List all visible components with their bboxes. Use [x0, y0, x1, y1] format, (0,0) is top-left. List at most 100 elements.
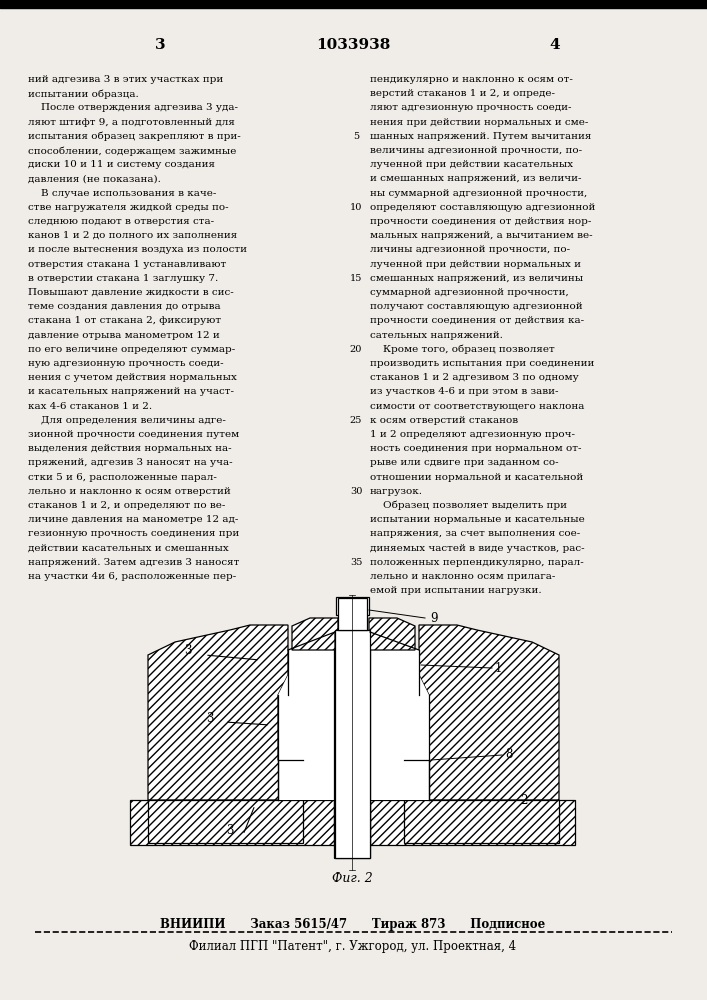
Text: Филиал ПГП "Патент", г. Ужгород, ул. Проектная, 4: Филиал ПГП "Патент", г. Ужгород, ул. Про…: [189, 940, 517, 953]
Text: 1: 1: [495, 662, 503, 674]
Text: нагрузок.: нагрузок.: [370, 487, 423, 496]
Text: суммарной адгезионной прочности,: суммарной адгезионной прочности,: [370, 288, 568, 297]
Text: величины адгезионной прочности, по-: величины адгезионной прочности, по-: [370, 146, 582, 155]
Text: 5: 5: [353, 132, 359, 141]
Text: испытания образец закрепляют в при-: испытания образец закрепляют в при-: [28, 132, 241, 141]
Text: действии касательных и смешанных: действии касательных и смешанных: [28, 544, 229, 553]
Text: 3: 3: [185, 644, 192, 656]
Text: 1 и 2 определяют адгезионную проч-: 1 и 2 определяют адгезионную проч-: [370, 430, 575, 439]
Polygon shape: [335, 630, 370, 858]
Text: в отверстии стакана 1 заглушку 7.: в отверстии стакана 1 заглушку 7.: [28, 274, 218, 283]
Text: ность соединения при нормальном от-: ность соединения при нормальном от-: [370, 444, 581, 453]
Text: выделения действия нормальных на-: выделения действия нормальных на-: [28, 444, 232, 453]
Text: симости от соответствующего наклона: симости от соответствующего наклона: [370, 402, 585, 411]
Text: напряжений. Затем адгезив 3 наносят: напряжений. Затем адгезив 3 наносят: [28, 558, 240, 567]
Text: и смешанных напряжений, из величи-: и смешанных напряжений, из величи-: [370, 174, 581, 183]
Text: стки 5 и 6, расположенные парал-: стки 5 и 6, расположенные парал-: [28, 473, 217, 482]
Text: ВНИИПИ      Заказ 5615/47      Тираж 873      Подписное: ВНИИПИ Заказ 5615/47 Тираж 873 Подписное: [160, 918, 546, 931]
Text: диняемых частей в виде участков, рас-: диняемых частей в виде участков, рас-: [370, 544, 585, 553]
Text: давления (не показана).: давления (не показана).: [28, 174, 161, 183]
Text: ляют штифт 9, а подготовленный для: ляют штифт 9, а подготовленный для: [28, 118, 235, 127]
Polygon shape: [404, 625, 559, 800]
Text: по его величине определяют суммар-: по его величине определяют суммар-: [28, 345, 235, 354]
Text: Повышают давление жидкости в сис-: Повышают давление жидкости в сис-: [28, 288, 234, 297]
Text: испытании нормальные и касательные: испытании нормальные и касательные: [370, 515, 585, 524]
Polygon shape: [148, 800, 303, 843]
Text: 3: 3: [155, 38, 165, 52]
Text: к осям отверстий стаканов: к осям отверстий стаканов: [370, 416, 518, 425]
Text: из участков 4-6 и при этом в зави-: из участков 4-6 и при этом в зави-: [370, 387, 559, 396]
Text: лученной при действии нормальных и: лученной при действии нормальных и: [370, 260, 581, 269]
Text: следнюю подают в отверстия ста-: следнюю подают в отверстия ста-: [28, 217, 214, 226]
Text: 10: 10: [350, 203, 362, 212]
Text: напряжения, за счет выполнения сое-: напряжения, за счет выполнения сое-: [370, 529, 580, 538]
Text: ную адгезионную прочность соеди-: ную адгезионную прочность соеди-: [28, 359, 223, 368]
Text: положенных перпендикулярно, парал-: положенных перпендикулярно, парал-: [370, 558, 584, 567]
Text: Для определения величины адге-: Для определения величины адге-: [28, 416, 226, 425]
Text: и касательных напряжений на участ-: и касательных напряжений на участ-: [28, 387, 234, 396]
Text: ний адгезива 3 в этих участках при: ний адгезива 3 в этих участках при: [28, 75, 223, 84]
Text: производить испытания при соединении: производить испытания при соединении: [370, 359, 595, 368]
Text: 8: 8: [505, 748, 513, 762]
Text: способлении, содержащем зажимные: способлении, содержащем зажимные: [28, 146, 236, 155]
Text: мальных напряжений, а вычитанием ве-: мальных напряжений, а вычитанием ве-: [370, 231, 592, 240]
Text: давление отрыва манометром 12 и: давление отрыва манометром 12 и: [28, 331, 220, 340]
Text: 9: 9: [430, 611, 438, 624]
Text: верстий стаканов 1 и 2, и опреде-: верстий стаканов 1 и 2, и опреде-: [370, 89, 555, 98]
Polygon shape: [338, 598, 367, 630]
Text: стаканов 1 и 2, и определяют по ве-: стаканов 1 и 2, и определяют по ве-: [28, 501, 226, 510]
Text: стакана 1 от стакана 2, фиксируют: стакана 1 от стакана 2, фиксируют: [28, 316, 221, 325]
Text: прочности соединения от действия нор-: прочности соединения от действия нор-: [370, 217, 591, 226]
Text: пендикулярно и наклонно к осям от-: пендикулярно и наклонно к осям от-: [370, 75, 573, 84]
Text: емой при испытании нагрузки.: емой при испытании нагрузки.: [370, 586, 542, 595]
Text: После отверждения адгезива 3 уда-: После отверждения адгезива 3 уда-: [28, 103, 238, 112]
Text: Кроме того, образец позволяет: Кроме того, образец позволяет: [370, 345, 555, 354]
Text: 35: 35: [350, 558, 362, 567]
Polygon shape: [148, 625, 303, 800]
Text: 1033938: 1033938: [316, 38, 390, 52]
Text: теме создания давления до отрыва: теме создания давления до отрыва: [28, 302, 221, 311]
Text: стаканов 1 и 2 адгезивом 3 по одному: стаканов 1 и 2 адгезивом 3 по одному: [370, 373, 579, 382]
Polygon shape: [370, 630, 429, 800]
Text: ляют адгезионную прочность соеди-: ляют адгезионную прочность соеди-: [370, 103, 571, 112]
Text: шанных напряжений. Путем вычитания: шанных напряжений. Путем вычитания: [370, 132, 591, 141]
Text: отношении нормальной и касательной: отношении нормальной и касательной: [370, 473, 583, 482]
Polygon shape: [334, 635, 370, 858]
Text: 20: 20: [350, 345, 362, 354]
Text: В случае использования в каче-: В случае использования в каче-: [28, 189, 216, 198]
Polygon shape: [334, 800, 370, 845]
Polygon shape: [292, 618, 338, 650]
Text: нения с учетом действия нормальных: нения с учетом действия нормальных: [28, 373, 237, 382]
Text: 3: 3: [226, 824, 234, 836]
Text: лученной при действии касательных: лученной при действии касательных: [370, 160, 573, 169]
Text: лельно и наклонно к осям отверстий: лельно и наклонно к осям отверстий: [28, 487, 230, 496]
Text: личине давления на манометре 12 ад-: личине давления на манометре 12 ад-: [28, 515, 238, 524]
Text: сательных напряжений.: сательных напряжений.: [370, 331, 503, 340]
Text: определяют составляющую адгезионной: определяют составляющую адгезионной: [370, 203, 595, 212]
Text: нения при действии нормальных и сме-: нения при действии нормальных и сме-: [370, 118, 588, 127]
Text: ках 4-6 стаканов 1 и 2.: ках 4-6 стаканов 1 и 2.: [28, 402, 152, 411]
Polygon shape: [336, 597, 369, 615]
Text: 4: 4: [549, 38, 561, 52]
Polygon shape: [404, 800, 559, 843]
Text: прочности соединения от действия ка-: прочности соединения от действия ка-: [370, 316, 584, 325]
Text: пряжений, адгезив 3 наносят на уча-: пряжений, адгезив 3 наносят на уча-: [28, 458, 233, 467]
Text: 15: 15: [350, 274, 362, 283]
Text: лельно и наклонно осям прилага-: лельно и наклонно осям прилага-: [370, 572, 556, 581]
Text: получают составляющую адгезионной: получают составляющую адгезионной: [370, 302, 583, 311]
Text: Образец позволяет выделить при: Образец позволяет выделить при: [370, 501, 567, 510]
Text: 25: 25: [350, 416, 362, 425]
Text: канов 1 и 2 до полного их заполнения: канов 1 и 2 до полного их заполнения: [28, 231, 238, 240]
Text: 2: 2: [520, 794, 527, 806]
Text: отверстия стакана 1 устанавливают: отверстия стакана 1 устанавливают: [28, 260, 226, 269]
Polygon shape: [130, 800, 575, 845]
Text: Фиг. 2: Фиг. 2: [332, 872, 373, 885]
Text: испытании образца.: испытании образца.: [28, 89, 139, 99]
Text: личины адгезионной прочности, по-: личины адгезионной прочности, по-: [370, 245, 570, 254]
Text: рыве или сдвиге при заданном со-: рыве или сдвиге при заданном со-: [370, 458, 559, 467]
Text: смешанных напряжений, из величины: смешанных напряжений, из величины: [370, 274, 583, 283]
Text: диски 10 и 11 и систему создания: диски 10 и 11 и систему создания: [28, 160, 215, 169]
Polygon shape: [369, 618, 415, 650]
Text: стве нагружателя жидкой среды по-: стве нагружателя жидкой среды по-: [28, 203, 228, 212]
Polygon shape: [278, 630, 335, 800]
